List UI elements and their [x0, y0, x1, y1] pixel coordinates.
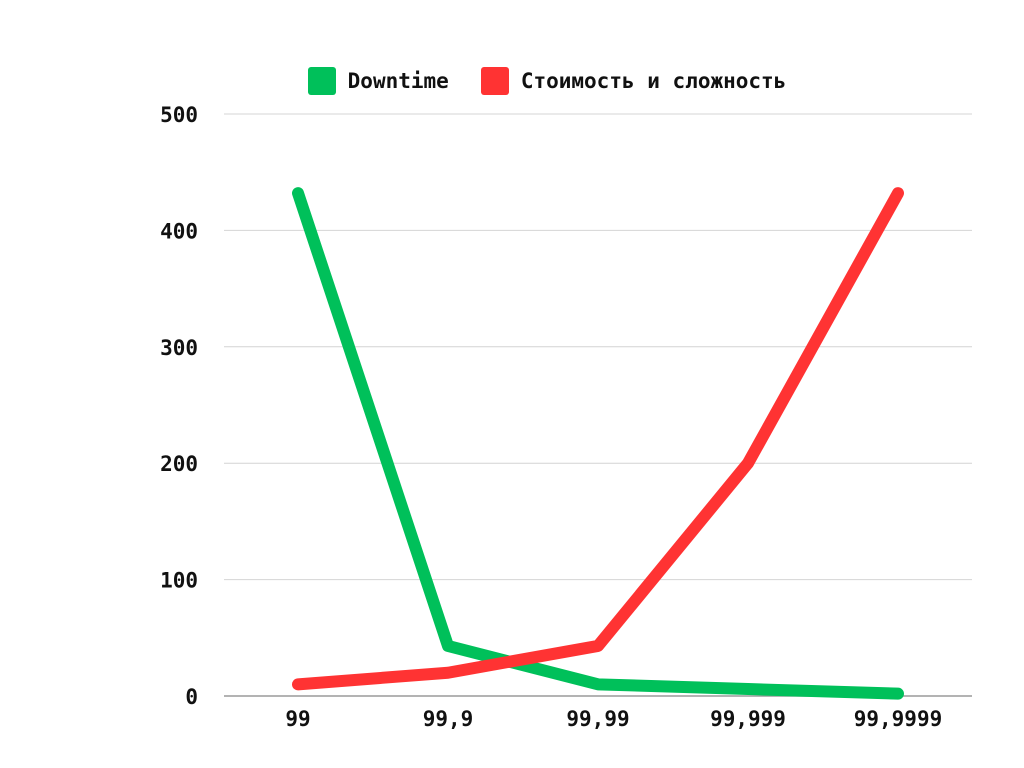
y-tick-label: 0 — [185, 685, 198, 709]
x-tick-label: 99,999 — [710, 707, 786, 731]
y-axis-ticks: 0 100 200 300 400 500 — [160, 103, 198, 709]
series-line-cost-complexity — [292, 187, 904, 691]
chart-legend: Downtime Стоимость и сложность — [0, 64, 1024, 98]
legend-swatch-cost-complexity — [480, 67, 509, 95]
legend-label-downtime: Downtime — [347, 69, 449, 93]
x-tick-label: 99,9 — [423, 707, 474, 731]
y-tick-label: 500 — [160, 103, 198, 127]
y-tick-label: 300 — [160, 336, 198, 360]
x-axis-ticks: 99 99,9 99,99 99,999 99,9999 — [285, 707, 942, 731]
legend-swatch-downtime — [307, 67, 336, 95]
series-line-downtime — [292, 187, 904, 700]
series-lines — [292, 187, 904, 700]
y-tick-label: 200 — [160, 452, 198, 476]
y-tick-label: 100 — [160, 569, 198, 593]
legend-item-cost-complexity: Стоимость и сложность — [480, 67, 787, 95]
grid-lines — [224, 113, 972, 697]
x-tick-label: 99 — [285, 707, 310, 731]
x-tick-label: 99,9999 — [854, 707, 943, 731]
legend-item-downtime: Downtime — [307, 67, 449, 95]
legend-label-cost-complexity: Стоимость и сложность — [520, 69, 787, 93]
x-tick-label: 99,99 — [566, 707, 629, 731]
y-tick-label: 400 — [160, 219, 198, 243]
